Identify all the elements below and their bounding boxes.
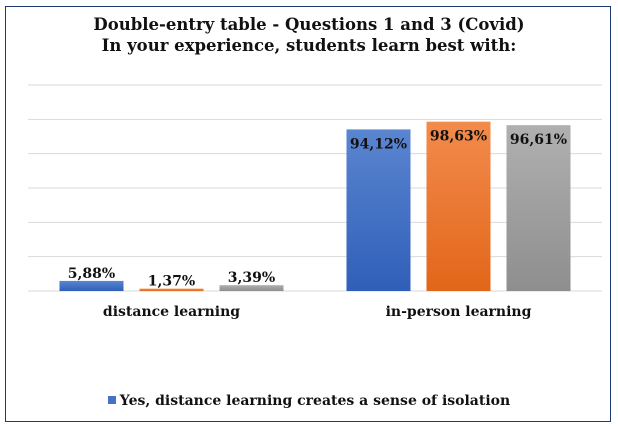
chart-title-line1: Double-entry table - Questions 1 and 3 (…	[93, 15, 525, 34]
bar	[219, 285, 284, 291]
data-label: 98,63%	[430, 129, 487, 145]
category-label: in-person learning	[386, 304, 532, 320]
data-label: 94,12%	[350, 136, 407, 152]
data-label: 5,88%	[68, 266, 115, 282]
bar	[59, 280, 124, 291]
category-label: distance learning	[103, 304, 240, 320]
legend-swatch	[107, 396, 116, 404]
data-label: 96,61%	[510, 132, 567, 148]
bar	[346, 129, 411, 291]
data-label: 3,39%	[228, 270, 275, 286]
bar	[139, 288, 204, 291]
legend: Yes, distance learning creates a sense o…	[0, 393, 618, 409]
chart-title: Double-entry table - Questions 1 and 3 (…	[0, 14, 618, 56]
chart-subtitle: In your experience, students learn best …	[101, 36, 517, 55]
bar	[426, 121, 491, 291]
data-label: 1,37%	[148, 274, 195, 290]
bar	[506, 125, 571, 291]
legend-label: Yes, distance learning creates a sense o…	[119, 393, 511, 409]
